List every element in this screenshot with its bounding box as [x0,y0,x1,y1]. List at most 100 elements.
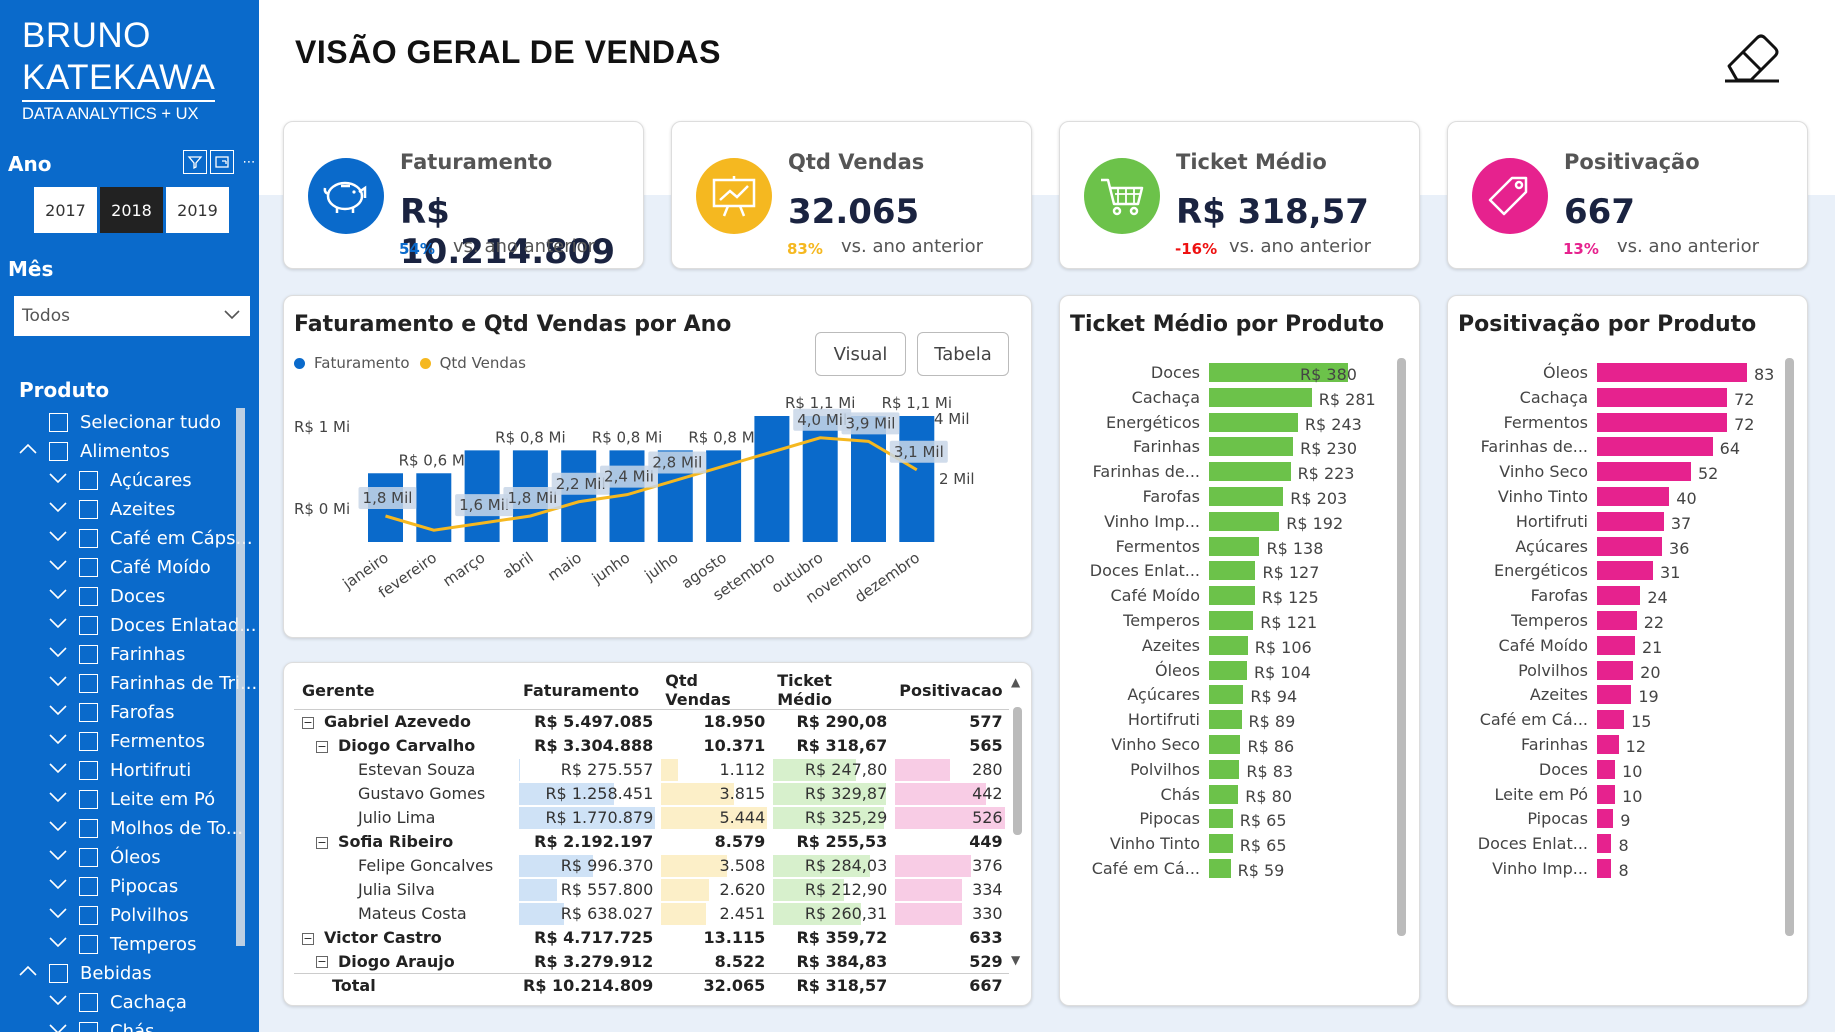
bar[interactable] [1209,511,1280,531]
bar[interactable] [1209,735,1241,754]
chevron-down-icon[interactable] [49,791,67,807]
bar[interactable] [1209,363,1348,382]
checkbox[interactable] [79,992,98,1012]
chevron-down-icon[interactable] [49,472,67,488]
bar[interactable] [1597,710,1625,730]
scroll-up-icon[interactable]: ▲ [1011,675,1021,689]
checkbox[interactable] [79,673,98,693]
product-slicer-item[interactable]: Hortifruti [49,756,191,784]
product-slicer-item[interactable]: Pipocas [49,872,178,900]
bar[interactable] [1597,685,1632,705]
bar[interactable] [1209,487,1284,506]
year-option[interactable]: 2019 [166,187,229,233]
filter-icon[interactable] [183,150,207,174]
bar[interactable] [1597,784,1616,804]
chevron-down-icon[interactable] [49,675,67,691]
product-slicer-item[interactable]: Selecionar tudo [49,408,221,436]
bar[interactable] [1209,412,1298,432]
product-slicer-item[interactable]: Fermentos [49,727,205,755]
chevron-down-icon[interactable] [49,501,67,517]
positivacao-chart-scrollbar[interactable] [1785,358,1794,936]
product-slicer-item[interactable]: Azeites [49,495,175,523]
year-option-selected[interactable]: 2018 [100,187,163,233]
bar[interactable] [1209,660,1248,680]
collapse-icon[interactable]: − [316,835,328,849]
table-row[interactable]: Gustavo Gomes R$ 1.258.451 3.815 R$ 329,87 4… [294,782,1009,806]
chevron-down-icon[interactable] [49,704,67,720]
product-slicer-item[interactable]: Farinhas de Tri... [49,669,257,697]
bar[interactable] [1597,387,1728,407]
product-slicer-item[interactable]: Chás [49,1017,154,1032]
col-header-faturamento[interactable]: Faturamento [517,671,660,710]
chevron-down-icon[interactable] [49,820,67,836]
bar[interactable] [1597,561,1654,581]
checkbox[interactable] [79,789,98,809]
bar[interactable] [1209,859,1231,878]
collapse-icon[interactable]: − [302,931,314,945]
product-slicer-item[interactable]: Açúcares [49,466,192,494]
bar[interactable] [1209,536,1260,556]
chevron-down-icon[interactable] [49,1023,67,1032]
bar[interactable] [1209,462,1291,482]
bar[interactable] [1209,387,1312,407]
product-slicer-item[interactable]: Bebidas [19,959,152,987]
col-header-positivacao[interactable]: Positivacao [893,671,1009,710]
product-slicer-item[interactable]: Temperos [49,930,196,958]
chevron-down-icon[interactable] [49,907,67,923]
bar[interactable] [1209,834,1233,854]
eraser-icon[interactable] [1721,30,1783,90]
focus-mode-icon[interactable] [210,150,234,174]
bar[interactable] [1597,363,1747,382]
bar[interactable] [1597,437,1713,457]
bar[interactable] [1597,611,1637,630]
checkbox[interactable] [79,615,98,635]
product-slicer-item[interactable]: Alimentos [19,437,170,465]
checkbox[interactable] [79,905,98,925]
scroll-down-icon[interactable]: ▼ [1011,953,1021,967]
checkbox[interactable] [79,702,98,722]
bar[interactable] [1597,809,1614,829]
chevron-down-icon[interactable] [49,617,67,633]
col-header-gerente[interactable]: Gerente [294,671,517,710]
product-slicer-item[interactable]: Doces [49,582,165,610]
product-list-scrollbar[interactable] [236,408,245,946]
chevron-down-icon[interactable] [49,936,67,952]
checkbox[interactable] [79,760,98,780]
chevron-down-icon[interactable] [49,762,67,778]
checkbox[interactable] [79,499,98,519]
product-slicer-item[interactable]: Molhos de To... [49,814,243,842]
chevron-up-icon[interactable] [19,965,37,981]
bar[interactable] [1597,834,1612,854]
checkbox[interactable] [79,557,98,577]
bar[interactable] [1209,784,1239,804]
month-dropdown[interactable]: Todos [14,296,250,336]
table-row[interactable]: − Victor Castro R$ 4.717.725 13.115 R$ 359,7… [294,926,1009,950]
table-row[interactable]: Mateus Costa R$ 638.027 2.451 R$ 260,31 330 [294,902,1009,926]
matrix-scrollbar[interactable] [1013,707,1022,835]
bar[interactable] [1209,710,1242,730]
product-slicer-item[interactable]: Café em Cáps... [49,524,253,552]
chevron-down-icon[interactable] [49,994,67,1010]
table-row[interactable]: Felipe Goncalves R$ 996.370 3.508 R$ 284,03… [294,854,1009,878]
visual-button[interactable]: Visual [815,332,906,376]
bar[interactable] [1597,487,1670,506]
bar[interactable] [1597,735,1619,754]
checkbox[interactable] [79,470,98,490]
checkbox[interactable] [79,818,98,838]
chevron-down-icon[interactable] [49,878,67,894]
bar[interactable] [1209,561,1256,581]
bar[interactable] [1209,437,1294,457]
bar[interactable] [1597,462,1691,482]
product-slicer-item[interactable]: Doces Enlatad... [49,611,256,639]
bar[interactable] [1209,635,1248,655]
product-slicer-item[interactable]: Farofas [49,698,175,726]
bar[interactable] [1209,611,1254,630]
col-header-qtd-vendas[interactable]: Qtd Vendas [659,671,772,710]
bar[interactable] [1597,660,1634,680]
checkbox[interactable] [49,441,68,461]
bar[interactable] [1597,511,1664,531]
year-option[interactable]: 2017 [34,187,97,233]
bar[interactable] [1597,859,1612,878]
checkbox[interactable] [79,934,98,954]
chevron-down-icon[interactable] [49,588,67,604]
